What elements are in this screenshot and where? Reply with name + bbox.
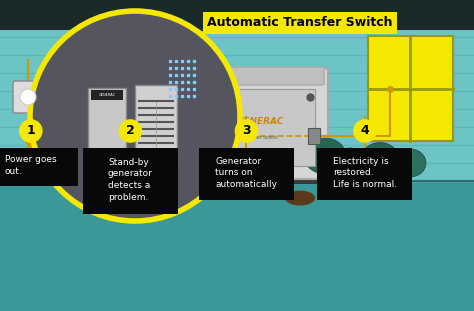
Text: 2: 2 — [126, 124, 135, 137]
Circle shape — [19, 119, 43, 143]
Text: GENERAC: GENERAC — [237, 117, 283, 126]
Text: 3: 3 — [242, 124, 251, 137]
Ellipse shape — [276, 133, 314, 165]
Text: Generator
turns on
automatically: Generator turns on automatically — [216, 156, 277, 189]
Bar — [318, 148, 412, 200]
Circle shape — [30, 11, 240, 221]
Bar — [0, 0, 474, 30]
Ellipse shape — [285, 191, 315, 206]
Bar — [0, 181, 474, 311]
Text: GENERAC: GENERAC — [99, 93, 116, 97]
Circle shape — [20, 89, 36, 105]
Bar — [0, 30, 474, 181]
Circle shape — [118, 119, 142, 143]
Ellipse shape — [361, 142, 399, 175]
Bar — [368, 36, 453, 141]
Bar — [205, 89, 315, 166]
Bar — [198, 174, 328, 184]
Ellipse shape — [332, 148, 367, 178]
FancyBboxPatch shape — [196, 67, 324, 85]
Text: Automatic Transfer Switch: Automatic Transfer Switch — [207, 16, 393, 30]
Ellipse shape — [394, 149, 426, 177]
Bar — [199, 148, 294, 200]
Text: Electricity is
restored.
Life is normal.: Electricity is restored. Life is normal. — [333, 156, 397, 189]
Bar — [135, 85, 177, 163]
FancyBboxPatch shape — [192, 68, 328, 179]
Circle shape — [353, 119, 377, 143]
Bar — [308, 128, 320, 144]
Ellipse shape — [250, 146, 290, 180]
Text: 4: 4 — [361, 124, 369, 137]
Bar — [0, 148, 78, 186]
FancyBboxPatch shape — [13, 81, 43, 113]
Text: Stand-by
generator
detects a
problem.: Stand-by generator detects a problem. — [108, 158, 153, 202]
Text: 1: 1 — [27, 124, 35, 137]
Bar — [83, 148, 178, 214]
Ellipse shape — [304, 138, 346, 174]
Ellipse shape — [35, 151, 65, 175]
Text: STANDBY SERIES: STANDBY SERIES — [243, 136, 277, 140]
Circle shape — [235, 119, 258, 143]
Ellipse shape — [57, 142, 92, 170]
Bar — [91, 90, 123, 100]
Text: Power goes
out.: Power goes out. — [5, 156, 56, 176]
Bar — [88, 88, 126, 156]
